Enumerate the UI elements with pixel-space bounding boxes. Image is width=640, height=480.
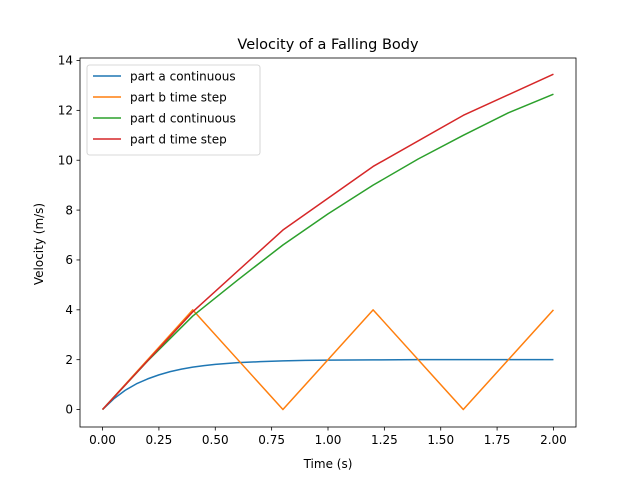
- x-tick-label: 0.25: [146, 433, 173, 447]
- y-tick-label: 12: [58, 104, 73, 118]
- legend: part a continuous part b time step part d …: [86, 64, 261, 156]
- series-line-4: [101, 73, 554, 411]
- x-tick-label: 2.00: [540, 433, 567, 447]
- series-line-1: [102, 358, 554, 411]
- legend-box: [86, 64, 261, 156]
- x-tick-label: 1.75: [484, 433, 511, 447]
- plot-area: 0.00 0.25 0.50 0.75 1.00 1.25 1.50 1.75 2.00 0 2 4 6…: [58, 54, 577, 447]
- y-tick-label: 6: [65, 253, 73, 267]
- x-axis-label: Time (s): [303, 457, 353, 471]
- y-tick-label: 0: [65, 403, 73, 417]
- x-tick-label: 1.25: [371, 433, 398, 447]
- series-line-3: [102, 93, 554, 411]
- y-tick-label: 2: [65, 353, 73, 367]
- legend-label-3: part d continuous: [130, 111, 236, 125]
- y-tick-label: 10: [58, 153, 73, 167]
- chart-title: Velocity of a Falling Body: [237, 37, 419, 53]
- y-tick-label: 8: [65, 203, 73, 217]
- legend-label-2: part b time step: [130, 90, 227, 104]
- y-tick-label: 14: [58, 54, 73, 68]
- x-tick-label: 1.00: [315, 433, 342, 447]
- series-line-2: [101, 309, 555, 411]
- x-tick-label: 0.50: [202, 433, 229, 447]
- legend-label-1: part a continuous: [130, 69, 236, 83]
- legend-label-4: part d time step: [130, 132, 227, 146]
- x-tick-label: 0.75: [258, 433, 285, 447]
- x-tick-label: 0.00: [89, 433, 116, 447]
- y-axis-label: Velocity (m/s): [32, 203, 46, 285]
- x-tick-label: 1.50: [427, 433, 454, 447]
- y-tick-label: 4: [65, 303, 73, 317]
